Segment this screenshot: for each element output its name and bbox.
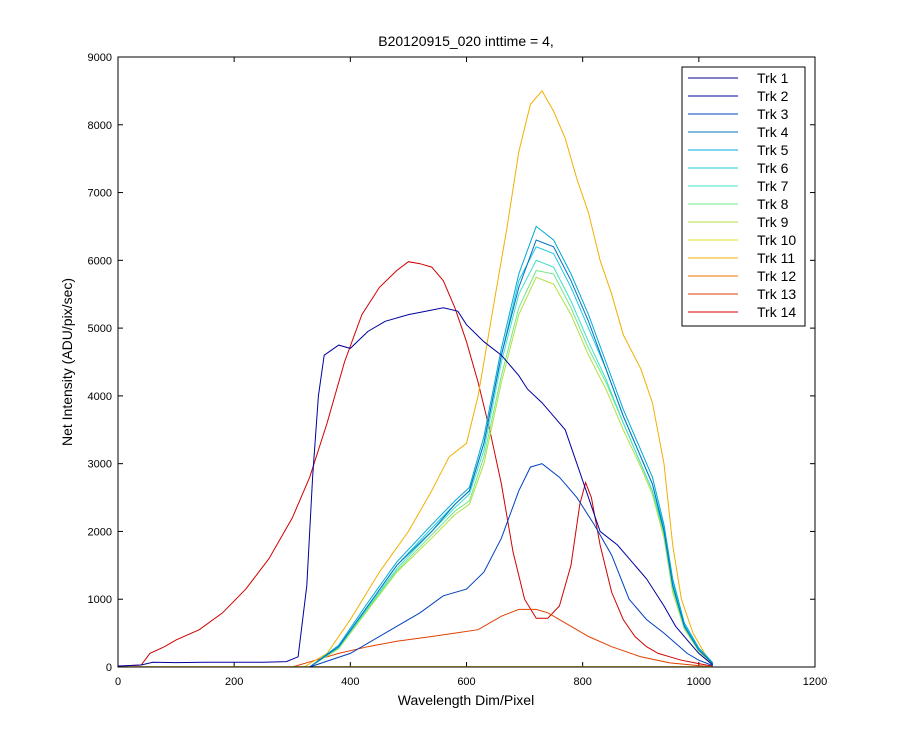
x-tick-label: 0	[115, 676, 121, 688]
y-tick-label: 6000	[88, 255, 112, 267]
series-line-trk-9	[309, 276, 714, 668]
y-tick-label: 9000	[88, 52, 112, 64]
y-tick-label: 8000	[88, 120, 112, 132]
series-line-trk-2	[117, 307, 714, 667]
x-tick-label: 800	[573, 676, 591, 688]
y-tick-label: 3000	[88, 459, 112, 471]
x-axis-label: Wavelength Dim/Pixel	[398, 692, 534, 708]
y-tick-label: 5000	[88, 323, 112, 335]
tick-labels: 0 200 400 600 800 1000 1200 0 1000 2000 3000 4000 50…	[88, 52, 828, 688]
legend-label-trk-11: Trk 11	[757, 250, 795, 266]
legend-label-trk-9: Trk 9	[757, 214, 789, 230]
legend-label-trk-4: Trk 4	[757, 124, 789, 140]
legend-label-trk-7: Trk 7	[757, 178, 789, 194]
y-tick-label: 4000	[88, 391, 112, 403]
legend: Trk 1 Trk 2 Trk 3 Trk 4 Trk 5 Trk 6 Trk 7 Trk 8…	[681, 66, 806, 327]
x-tick-label: 1000	[687, 676, 711, 688]
legend-label-trk-8: Trk 8	[757, 196, 789, 212]
legend-label-trk-5: Trk 5	[757, 142, 789, 158]
legend-label-trk-2: Trk 2	[757, 88, 789, 104]
series-line-trk-3	[309, 463, 713, 668]
legend-box	[681, 66, 806, 327]
x-tick-label: 1200	[803, 676, 827, 688]
legend-label-trk-13: Trk 13	[757, 286, 796, 302]
x-tick-label: 400	[341, 676, 359, 688]
series-line-trk-13	[292, 608, 713, 668]
x-tick-label: 600	[457, 676, 475, 688]
series-line-trk-14	[117, 261, 713, 667]
series-line-trk-5	[309, 225, 714, 668]
y-tick-label: 2000	[88, 526, 112, 538]
y-tick-label: 0	[106, 662, 112, 674]
y-tick-label: 7000	[88, 188, 112, 200]
series-line-trk-11	[303, 90, 714, 668]
legend-label-trk-1: Trk 1	[757, 70, 789, 86]
legend-label-trk-3: Trk 3	[757, 106, 789, 122]
legend-label-trk-10: Trk 10	[757, 232, 796, 248]
series-line-trk-4	[309, 239, 714, 668]
y-tick-label: 1000	[88, 594, 112, 606]
legend-label-trk-12: Trk 12	[757, 268, 796, 284]
legend-label-trk-14: Trk 14	[757, 304, 796, 320]
y-axis-label: Net Intensity (ADU/pix/sec)	[59, 278, 75, 446]
series-line-trk-6	[309, 246, 714, 668]
plot-frame	[117, 56, 816, 668]
series-line-trk-8	[309, 269, 714, 668]
legend-label-trk-6: Trk 6	[757, 160, 789, 176]
chart-title: B20120915_020 inttime = 4,	[378, 33, 554, 49]
x-tick-label: 200	[225, 676, 243, 688]
